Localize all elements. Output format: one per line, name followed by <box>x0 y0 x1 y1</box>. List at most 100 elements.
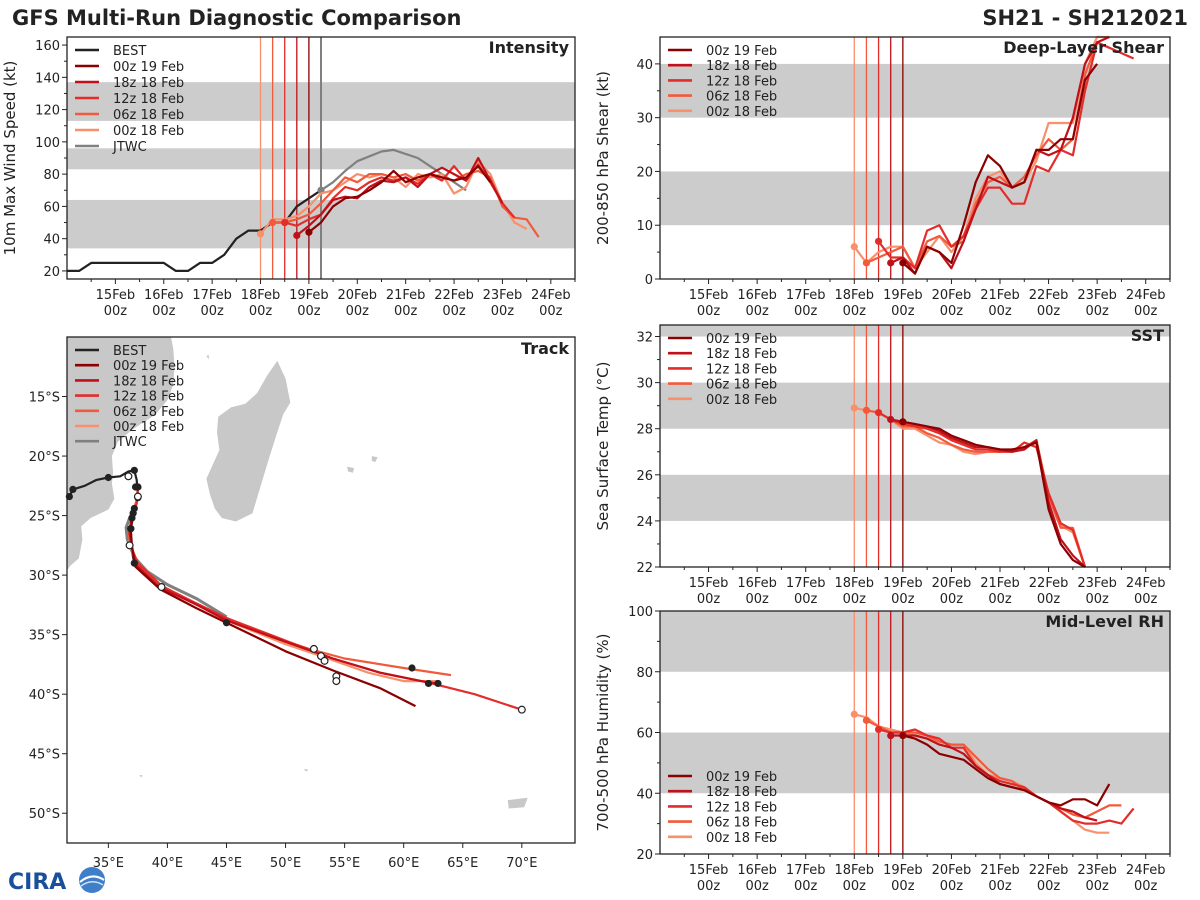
shear-xtick-label: 18Feb <box>835 288 875 303</box>
track-point-filled-00z-19-feb <box>222 619 231 627</box>
sst-ylabel: Sea Surface Temp (°C) <box>594 361 612 530</box>
track-point-filled-best <box>104 473 112 482</box>
rh-ytick-label: 40 <box>636 787 653 802</box>
intensity-ytick-label: 80 <box>43 168 60 183</box>
track-legend-label-12z-18-feb: 12z 18 Feb <box>113 390 184 405</box>
sst-band-0 <box>660 474 1170 521</box>
sst-xtick-sublabel: 00z <box>794 592 818 607</box>
shear-legend-label-12z-18-feb: 12z 18 Feb <box>706 74 777 89</box>
rh-xtick-sublabel: 00z <box>940 879 964 894</box>
rh-legend-label-18z-18-feb: 18z 18 Feb <box>706 785 777 800</box>
intensity-ytick-label: 20 <box>43 265 60 280</box>
track-point-filled-00z-19-feb <box>127 525 135 533</box>
sst-xtick-label: 20Feb <box>932 576 972 591</box>
track-point-open-12z-18-feb <box>320 656 329 665</box>
rh-xtick-label: 18Feb <box>835 863 875 878</box>
shear-xtick-sublabel: 00z <box>1134 304 1158 319</box>
intensity-ytick-label: 120 <box>35 104 60 119</box>
intensity-start-marker-00z-19-feb <box>305 228 313 236</box>
track-point-filled-best <box>130 466 138 474</box>
shear-xtick-label: 16Feb <box>737 288 777 303</box>
rh-series-18z-18-feb <box>890 734 1098 822</box>
shear-xtick-sublabel: 00z <box>891 304 915 319</box>
track-legend-label-jtwc: JTWC <box>112 435 147 450</box>
sst-xtick-label: 16Feb <box>737 576 777 591</box>
track-point-open-00z-19-feb <box>332 677 341 686</box>
rh-ytick-label: 20 <box>636 848 653 863</box>
shear-xtick-sublabel: 00z <box>940 304 964 319</box>
shear-xtick-label: 21Feb <box>980 288 1020 303</box>
intensity-xtick-sublabel: 00z <box>200 304 224 319</box>
rh-xtick-label: 16Feb <box>737 863 777 878</box>
shear-xtick-label: 17Feb <box>786 288 826 303</box>
intensity-ytick-label: 40 <box>43 233 60 248</box>
track-point-filled-00z-19-feb <box>129 509 137 517</box>
track-xtick-label: 65°E <box>447 856 478 871</box>
intensity-xtick-sublabel: 00z <box>394 304 418 319</box>
rh-xtick-sublabel: 00z <box>988 879 1012 894</box>
rh-ytick-label: 60 <box>636 727 653 742</box>
intensity-xtick-label: 24Feb <box>531 288 571 303</box>
shear-series-00z-18-feb <box>853 35 1110 270</box>
shear-xtick-label: 15Feb <box>689 288 729 303</box>
rh-start-marker-00z-19-feb <box>899 731 907 740</box>
shear-xtick-label: 19Feb <box>883 288 923 303</box>
intensity-start-marker-12z-18-feb <box>281 218 289 227</box>
intensity-ytick-label: 60 <box>43 200 60 215</box>
intensity-xtick-label: 16Feb <box>144 288 184 303</box>
reunion-shape <box>347 466 355 473</box>
shear-ytick-label: 10 <box>636 219 653 234</box>
sst-xtick-label: 21Feb <box>980 576 1020 591</box>
track-frame <box>66 336 576 844</box>
sst-xtick-label: 18Feb <box>835 576 875 591</box>
rh-xtick-label: 20Feb <box>932 863 972 878</box>
rh-legend-label-12z-18-feb: 12z 18 Feb <box>706 800 777 815</box>
rh-xtick-sublabel: 00z <box>843 879 867 894</box>
track-xtick-label: 55°E <box>329 856 360 871</box>
rh-legend-label-00z-18-feb: 00z 18 Feb <box>706 831 777 846</box>
shear-xtick-label: 24Feb <box>1126 288 1166 303</box>
track-ytick-label: 50°S <box>29 807 60 822</box>
sst-start-marker-12z-18-feb <box>874 408 883 417</box>
track-ytick-label: 35°S <box>29 629 60 644</box>
shear-ylabel: 200-850 hPa Shear (kt) <box>594 71 612 245</box>
sst-xtick-label: 24Feb <box>1126 576 1166 591</box>
shear-legend-label-06z-18-feb: 06z 18 Feb <box>706 90 777 105</box>
track-point-filled-best <box>130 559 138 567</box>
intensity-xtick-label: 20Feb <box>338 288 378 303</box>
sst-band-2 <box>660 325 1170 337</box>
rh-xtick-sublabel: 00z <box>1134 879 1158 894</box>
storm-id: SH21 - SH212021 <box>982 6 1188 30</box>
track-xtick-label: 50°E <box>270 856 301 871</box>
intensity-start-marker-18z-18-feb <box>293 231 301 240</box>
shear-start-marker-06z-18-feb <box>862 259 871 267</box>
intensity-xtick-sublabel: 00z <box>539 304 563 319</box>
track-xtick-label: 45°E <box>211 856 242 871</box>
shear-band-0 <box>660 171 1170 226</box>
rh-band-1 <box>660 611 1170 672</box>
sst-legend-label-12z-18-feb: 12z 18 Feb <box>706 362 777 377</box>
track-title: Track <box>521 339 569 358</box>
intensity-xtick-sublabel: 00z <box>442 304 466 319</box>
track-ytick-label: 40°S <box>29 688 60 703</box>
sst-series-12z-18-feb <box>878 411 1087 568</box>
shear-series-06z-18-feb <box>865 41 1110 270</box>
sst-legend-label-00z-19-feb: 00z 19 Feb <box>706 332 777 347</box>
track-point-filled-12z-18-feb <box>134 483 142 491</box>
track-xtick-label: 70°E <box>506 856 537 871</box>
rh-legend-label-06z-18-feb: 06z 18 Feb <box>706 816 777 831</box>
intensity-start-marker-00z-18-feb <box>256 230 265 238</box>
mauritius-shape <box>371 456 378 462</box>
sst-xtick-sublabel: 00z <box>940 592 964 607</box>
intensity-legend-label-12z-18-feb: 12z 18 Feb <box>113 92 184 107</box>
shear-xtick-sublabel: 00z <box>745 304 769 319</box>
intensity-series-00z-19-feb <box>308 165 492 234</box>
rh-xtick-label: 21Feb <box>980 863 1020 878</box>
figure-title: GFS Multi-Run Diagnostic Comparison <box>12 6 462 30</box>
intensity-ytick-label: 140 <box>35 71 60 86</box>
shear-title: Deep-Layer Shear <box>1003 38 1164 57</box>
sst-xtick-label: 22Feb <box>1029 576 1069 591</box>
shear-legend-label-00z-18-feb: 00z 18 Feb <box>706 105 777 120</box>
intensity-xtick-label: 22Feb <box>434 288 474 303</box>
rh-legend-label-00z-19-feb: 00z 19 Feb <box>706 770 777 785</box>
